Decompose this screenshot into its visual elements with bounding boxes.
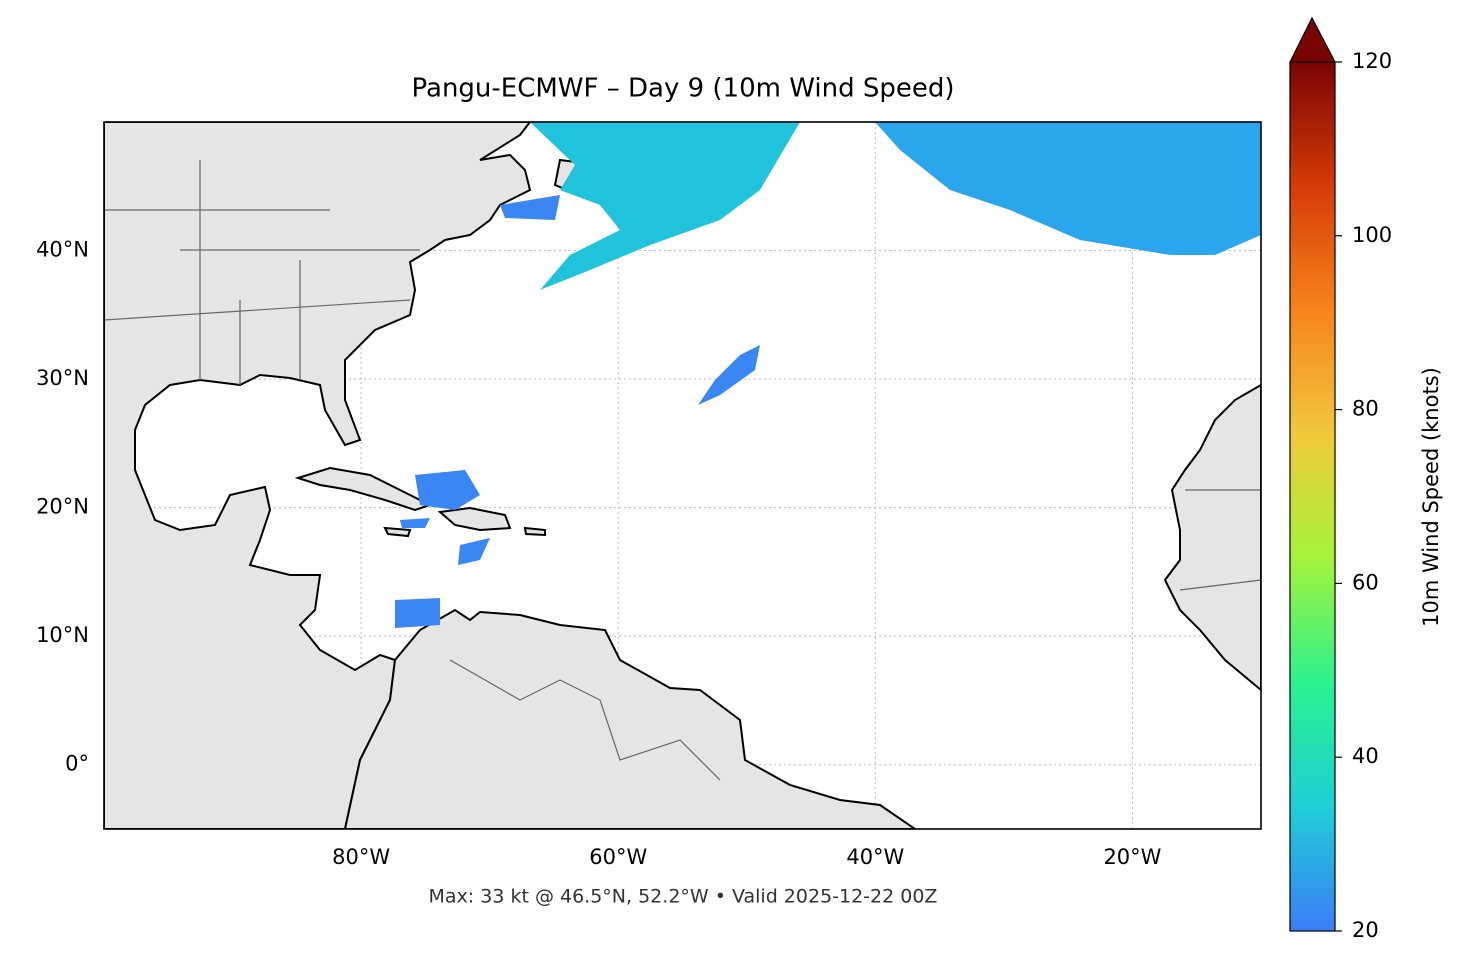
map-frame [103,121,1262,830]
wind-field [530,122,800,290]
land [294,466,433,512]
wind-field [875,122,1261,255]
y-tick-label: 40°N [36,238,89,262]
colorbar-tick-label: 60 [1352,570,1379,594]
land [383,526,412,538]
land [523,526,546,537]
land [1163,383,1261,692]
footer: Max: 33 kt @ 46.5°N, 52.2°W • Valid 2025… [429,886,938,908]
map-layer [104,122,1261,829]
axis-ticks: 80°W 60°W 40°W 20°W 0° 10°N 20°N 30°N 40°N [36,238,1162,869]
y-tick-label: 0° [65,752,89,776]
x-tick-label: 20°W [1103,845,1161,869]
y-tick-label: 30°N [36,366,89,390]
y-tick-label: 10°N [36,623,89,647]
x-tick-label: 80°W [332,845,390,869]
title: Pangu-ECMWF – Day 9 (10m Wind Speed) [412,74,955,104]
x-tick-label: 60°W [589,845,647,869]
border [104,160,1261,781]
colorbar-extend [1289,16,1336,63]
land [437,506,512,532]
land [343,608,917,829]
colorbar-tick-label: 40 [1352,744,1379,768]
colorbar-tick-label: 100 [1352,223,1392,247]
colorbar-label: 10m Wind Speed (knots) [1419,367,1443,627]
colorbar: 10m Wind Speed (knots) 20 40 60 80 100 120 [1289,16,1443,942]
colorbar-tick-label: 80 [1352,397,1379,421]
colorbar-tick-label: 120 [1352,49,1392,73]
colorbar-bar [1289,61,1336,932]
colorbar-tick-label: 20 [1352,918,1379,942]
y-tick-label: 20°N [36,495,89,519]
x-tick-label: 40°W [846,845,904,869]
